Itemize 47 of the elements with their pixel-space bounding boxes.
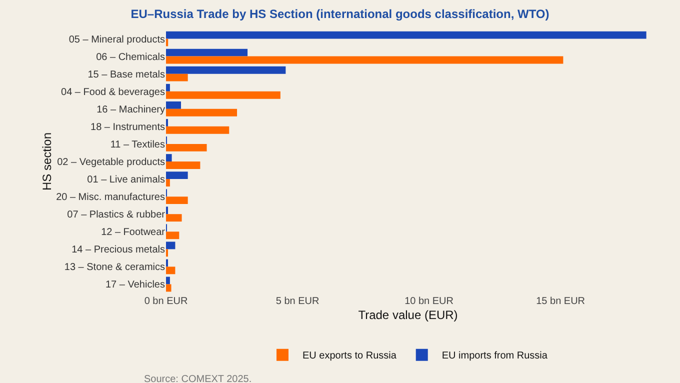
- y-tick-label: 06 – Chemicals: [96, 52, 165, 63]
- y-tick-label: 17 – Vehicles: [106, 280, 165, 291]
- y-tick-label: 12 – Footwear: [101, 227, 166, 238]
- bar: [166, 214, 182, 222]
- chart-title: EU–Russia Trade by HS Section (international goods classification, WTO): [130, 6, 550, 21]
- y-tick-label: 16 – Machinery: [96, 104, 165, 116]
- bar: [166, 108, 238, 116]
- y-tick-label: 20 – Misc. manufactures: [56, 192, 165, 204]
- y-tick-label: 15 – Base metals: [88, 69, 165, 80]
- bar: [166, 126, 230, 134]
- bar: [166, 172, 188, 180]
- bar: [166, 74, 188, 82]
- y-tick-label: 18 – Instruments: [90, 122, 165, 133]
- y-tick-label: 11 – Textiles: [110, 139, 165, 150]
- bar: [166, 154, 172, 162]
- bar: [166, 84, 170, 92]
- bar: [166, 266, 176, 274]
- legend-label: EU exports to Russia: [302, 350, 397, 362]
- bar: [166, 232, 180, 240]
- bar: [166, 276, 170, 284]
- bar: [166, 66, 286, 74]
- bar: [166, 242, 176, 250]
- bar: [166, 101, 181, 109]
- source-note: Source: COMEXT 2025.: [144, 374, 252, 383]
- y-tick-label: 04 – Food & beverages: [61, 86, 165, 98]
- bar: [166, 179, 170, 186]
- y-tick-label: 01 – Live animals: [87, 174, 165, 186]
- bar: [166, 196, 188, 204]
- x-tick-label: 15 bn EUR: [536, 296, 586, 307]
- y-tick-label: 02 – Vegetable products: [57, 157, 165, 168]
- y-tick-label: 05 – Mineral products: [68, 34, 165, 46]
- x-tick-label: 5 bn EUR: [276, 296, 320, 307]
- x-tick-label: 0 bn EUR: [144, 296, 188, 307]
- legend-label: EU imports from Russia: [442, 350, 548, 362]
- bar: [166, 31, 646, 39]
- x-axis-title: Trade value (EUR): [358, 308, 458, 322]
- bar: [166, 144, 207, 152]
- y-tick-label: 07 – Plastics & rubber: [67, 210, 166, 221]
- bar: [166, 56, 564, 64]
- y-tick-label: 13 – Stone & ceramics: [64, 262, 165, 274]
- bar: [166, 48, 248, 56]
- x-tick-label: 10 bn EUR: [404, 296, 454, 307]
- bar: [166, 162, 200, 169]
- y-axis-title: HS section: [40, 132, 54, 191]
- bar: [166, 91, 280, 99]
- y-tick-label: 14 – Precious metals: [72, 244, 165, 256]
- bar: [166, 284, 172, 292]
